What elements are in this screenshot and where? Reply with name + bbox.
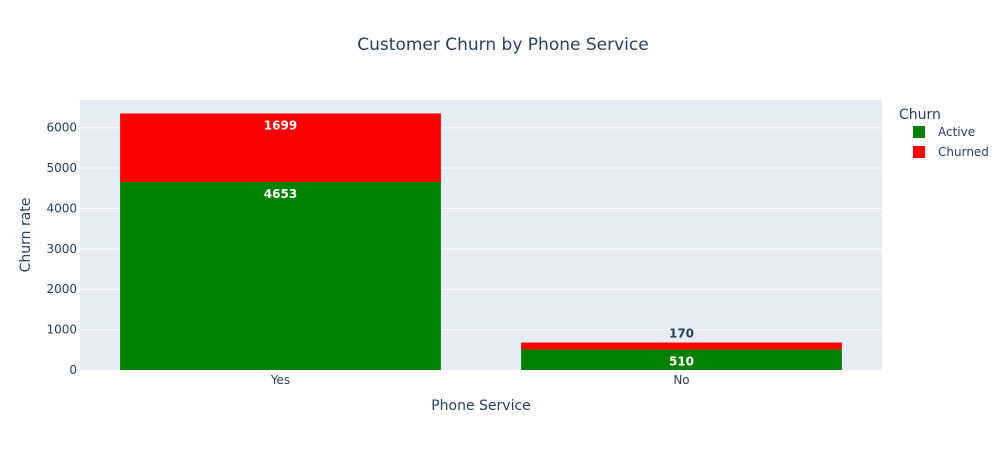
x-axis-ticks: Yes No xyxy=(270,373,690,387)
bar-value-label: 510 xyxy=(669,354,694,368)
y-tick-label: 6000 xyxy=(46,121,77,135)
bar-value-label: 1699 xyxy=(264,118,297,132)
bar-active-yes xyxy=(120,182,441,370)
y-tick-label: 4000 xyxy=(46,201,77,215)
bar-churned-no xyxy=(521,342,842,350)
bar-labels: 4653 1699 510 170 xyxy=(264,118,694,368)
x-axis-title: Phone Service xyxy=(431,398,531,414)
y-tick-label: 3000 xyxy=(46,242,77,256)
chart-title: Customer Churn by Phone Service xyxy=(357,35,648,55)
y-axis-ticks: 0 1000 2000 3000 4000 5000 6000 xyxy=(46,121,77,377)
y-tick-label: 1000 xyxy=(46,323,77,337)
bar-active-no xyxy=(521,349,842,370)
bar-churned-yes xyxy=(120,113,441,183)
legend-label-churned: Churned xyxy=(938,145,989,159)
bars xyxy=(120,113,842,370)
x-tick-label: Yes xyxy=(270,373,290,387)
y-tick-label: 2000 xyxy=(46,282,77,296)
bar-value-label: 170 xyxy=(669,327,694,341)
y-axis-title: Churn rate xyxy=(18,198,34,273)
bar-value-label: 4653 xyxy=(264,187,297,201)
legend: Churn Active Churned xyxy=(899,107,989,159)
x-tick-label: No xyxy=(673,373,689,387)
legend-swatch-churned xyxy=(913,146,925,158)
legend-swatch-active xyxy=(913,126,925,138)
legend-title: Churn xyxy=(899,107,941,123)
legend-label-active: Active xyxy=(938,125,975,139)
y-tick-label: 5000 xyxy=(46,161,77,175)
y-tick-label: 0 xyxy=(69,363,77,377)
